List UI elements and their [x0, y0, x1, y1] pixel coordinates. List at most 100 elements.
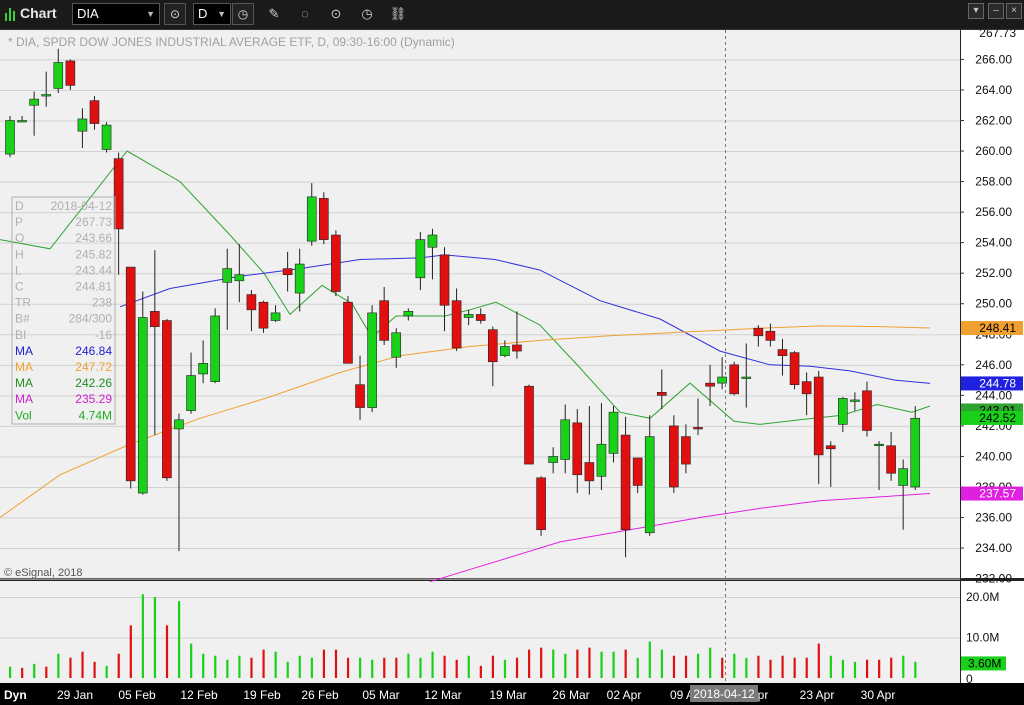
candle[interactable] — [656, 369, 667, 410]
chart-header: * DIA, SPDR DOW JONES INDUSTRIAL AVERAGE… — [8, 35, 455, 49]
candle[interactable] — [306, 183, 317, 246]
candle[interactable] — [246, 289, 257, 332]
candle[interactable] — [451, 288, 462, 352]
candle[interactable] — [825, 441, 836, 487]
candle[interactable] — [162, 319, 172, 481]
candle[interactable] — [294, 248, 305, 312]
candle[interactable] — [560, 404, 571, 474]
candle[interactable] — [620, 416, 631, 558]
candle[interactable] — [898, 459, 908, 530]
candle[interactable] — [113, 152, 124, 275]
candle[interactable] — [463, 309, 474, 326]
candle[interactable] — [5, 115, 15, 158]
candle[interactable] — [41, 71, 52, 107]
candle[interactable] — [150, 250, 160, 436]
high-price-tag — [961, 30, 1023, 40]
candle[interactable] — [753, 325, 764, 347]
candle[interactable] — [222, 248, 233, 330]
minimize-icon[interactable]: – — [988, 3, 1004, 19]
candle[interactable] — [319, 192, 329, 245]
candle[interactable] — [813, 370, 824, 484]
ma-blue-tag-label: 244.78 — [979, 376, 1016, 390]
chart-area[interactable]: * DIA, SPDR DOW JONES INDUSTRIAL AVERAGE… — [0, 30, 1024, 705]
candle[interactable] — [608, 406, 619, 463]
candle[interactable] — [765, 323, 776, 347]
data-window[interactable]: D 2018-04-12 P 267.73 O 243.66 H 245.82 L 243.44 C… — [11, 196, 116, 425]
candle[interactable] — [186, 352, 196, 414]
volume-bar — [733, 653, 736, 678]
candle[interactable] — [596, 402, 607, 491]
candle[interactable] — [801, 372, 812, 416]
candle[interactable] — [741, 343, 752, 408]
candle[interactable] — [403, 308, 414, 321]
candle[interactable] — [174, 413, 184, 552]
candle[interactable] — [717, 357, 727, 390]
marker-icon[interactable]: ⊙ — [330, 6, 342, 21]
candle[interactable] — [331, 230, 341, 297]
draw-pencil-icon[interactable]: ✎ — [268, 6, 280, 21]
interval-clock-icon[interactable]: ◷ — [232, 3, 254, 25]
candles[interactable] — [5, 48, 921, 558]
date-axis-panel[interactable] — [0, 683, 1024, 705]
candle[interactable] — [258, 300, 269, 333]
candle[interactable] — [367, 305, 377, 413]
candle[interactable] — [644, 415, 655, 536]
candle[interactable] — [886, 432, 896, 481]
candle[interactable] — [584, 406, 595, 495]
candle[interactable] — [391, 328, 402, 368]
candle[interactable] — [198, 340, 208, 384]
candle[interactable] — [572, 409, 583, 494]
candle[interactable] — [125, 266, 136, 489]
candle[interactable] — [487, 326, 498, 387]
candle[interactable] — [29, 91, 39, 136]
interval-input[interactable]: D ▼ — [193, 3, 231, 25]
candle[interactable] — [77, 108, 88, 148]
close-icon[interactable]: × — [1006, 3, 1022, 19]
candle[interactable] — [427, 228, 438, 280]
candle[interactable] — [415, 231, 426, 290]
candle[interactable] — [862, 381, 872, 437]
symbol-dropdown-icon[interactable]: ▼ — [146, 9, 155, 19]
candle[interactable] — [17, 115, 27, 123]
candle[interactable] — [777, 338, 788, 376]
candle[interactable] — [500, 340, 510, 358]
candle[interactable] — [910, 406, 921, 491]
candle[interactable] — [681, 424, 691, 474]
candle[interactable] — [65, 59, 76, 90]
symbol-input[interactable]: DIA ▼ — [72, 3, 160, 25]
candle[interactable] — [282, 251, 293, 292]
candle[interactable] — [343, 296, 353, 364]
candle[interactable] — [874, 441, 884, 491]
candle[interactable] — [669, 415, 679, 494]
candle[interactable] — [789, 351, 800, 390]
candle[interactable] — [210, 308, 220, 384]
candle[interactable] — [439, 247, 450, 332]
candle[interactable] — [234, 244, 245, 303]
price-axis-panel[interactable] — [960, 30, 1024, 683]
candle[interactable] — [850, 392, 860, 411]
interval-dropdown-icon[interactable]: ▼ — [217, 9, 226, 19]
candle[interactable] — [729, 361, 740, 396]
candle[interactable] — [475, 308, 486, 324]
candle[interactable] — [53, 48, 64, 94]
candle[interactable] — [101, 122, 112, 153]
symbol-lookup-icon[interactable]: ⊙ — [164, 3, 186, 25]
candle[interactable] — [705, 364, 715, 407]
volume-bars[interactable] — [9, 594, 917, 678]
cycle-icon[interactable]: ◌ — [301, 6, 309, 21]
candle[interactable] — [137, 291, 148, 495]
candle[interactable] — [838, 396, 848, 433]
candle[interactable] — [379, 286, 389, 345]
candle[interactable] — [693, 398, 703, 436]
link-icon[interactable]: ⛓ — [389, 6, 407, 21]
window-menu-icon[interactable]: ▾ — [968, 3, 984, 19]
candle[interactable] — [548, 447, 558, 474]
candle[interactable] — [89, 96, 100, 130]
candle[interactable] — [632, 457, 643, 494]
candle[interactable] — [512, 311, 522, 359]
time-icon[interactable]: ◷ — [361, 6, 373, 21]
candle[interactable] — [536, 476, 546, 536]
candle[interactable] — [524, 384, 534, 465]
candle[interactable] — [355, 355, 365, 420]
candle[interactable] — [270, 305, 281, 323]
